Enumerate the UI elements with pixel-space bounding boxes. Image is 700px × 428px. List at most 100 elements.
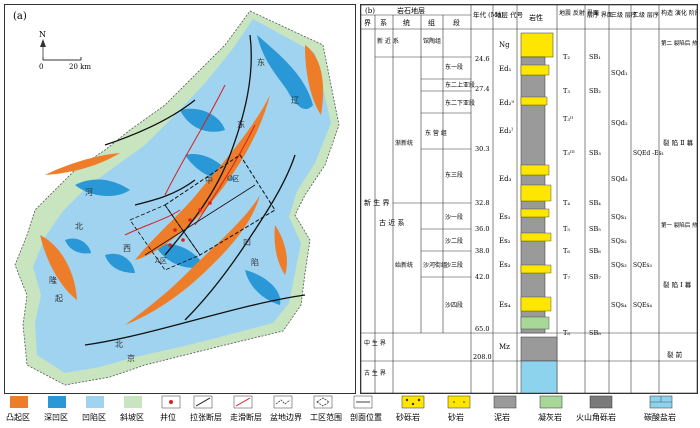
region-label: 东 bbox=[257, 57, 265, 67]
well-markers bbox=[168, 201, 212, 247]
age-label: 36.0 bbox=[475, 225, 489, 233]
scale-zero: 0 bbox=[39, 63, 43, 71]
code-label: Es₄ bbox=[499, 301, 511, 309]
header-series: 统 bbox=[403, 18, 410, 27]
tectonic-label: 第一 裂陷后 热沉降 bbox=[661, 221, 697, 229]
age-label: 38.0 bbox=[475, 247, 489, 255]
map-panel-label: (a) bbox=[13, 11, 27, 22]
region-label: C区 bbox=[227, 175, 239, 183]
legend-label: 井位 bbox=[160, 412, 176, 422]
tectonic-label: 裂 陷 Ⅱ 幕 bbox=[663, 138, 694, 147]
header-lith: 岩性 bbox=[529, 13, 543, 22]
age-label: 24.6 bbox=[475, 55, 489, 63]
tectonic-label: 裂 前 bbox=[667, 350, 683, 359]
seq-surface-label: SB₂ bbox=[589, 87, 601, 95]
region-label: 凹 bbox=[243, 238, 251, 247]
legend-label: 泥岩 bbox=[494, 412, 510, 422]
header-second-seq: 二级 层序 bbox=[633, 11, 659, 19]
member-label: 沙一段 bbox=[445, 213, 463, 221]
code-label: Es₁ bbox=[499, 213, 511, 221]
seismic-label: T₂ bbox=[563, 53, 570, 61]
work-area-boundary bbox=[164, 154, 276, 256]
legend-sandstone: 砂岩 bbox=[447, 395, 471, 422]
strat-panel: (b) 岩石地层 界 系 统 组 段 年代 (Ma) 地层 代号 岩性 地震 反… bbox=[360, 4, 700, 394]
region-label: 东 bbox=[237, 119, 245, 129]
third-seq-label: SQd₁ bbox=[611, 69, 628, 77]
third-seq-label: SQs₁ bbox=[611, 213, 627, 221]
formation-guantao: 馆陶组 bbox=[423, 37, 441, 45]
member-label: 东二上亚段 bbox=[445, 81, 475, 89]
region-label: A区 bbox=[154, 257, 167, 265]
deep-depression-5 bbox=[155, 243, 205, 269]
header-seismic: 地震 反射 界面 bbox=[559, 9, 599, 17]
header-system: 系 bbox=[380, 18, 387, 27]
legend-work-area: 工区范围 bbox=[310, 395, 342, 422]
legend-label: 火山角砾岩 bbox=[576, 412, 616, 422]
legend-label: 深凹区 bbox=[44, 413, 68, 422]
seq-surface-label: SB₆ bbox=[589, 247, 601, 255]
legend: 凸起区 深凹区 凹陷区 斜坡区 井位 拉张断层 走滑断层 盆地边界 工区范围 bbox=[4, 394, 698, 424]
seismic-label: T₅ bbox=[563, 225, 570, 233]
scale-bar bbox=[42, 57, 82, 61]
region-label: 西 bbox=[123, 244, 131, 253]
uplift-zone-5 bbox=[40, 235, 77, 300]
seismic-label: T₃ bbox=[563, 87, 570, 95]
seismic-label: T₇ bbox=[563, 273, 570, 281]
legend-well: 井位 bbox=[160, 395, 181, 422]
uplift-zone-1 bbox=[305, 45, 324, 115]
legend-slope: 斜坡区 bbox=[120, 396, 144, 422]
seq-surface-label: SB₁ bbox=[589, 53, 601, 61]
legend-section: 剖面位置 bbox=[350, 395, 382, 422]
scale-value: 20 km bbox=[69, 63, 91, 71]
seq-surface-label: SB₈ bbox=[589, 329, 601, 337]
north-arrow-icon bbox=[40, 39, 46, 60]
header-formation: 组 bbox=[428, 18, 435, 27]
legend-svg: 凸起区 深凹区 凹陷区 斜坡区 井位 拉张断层 走滑断层 盆地边界 工区范围 bbox=[6, 395, 676, 422]
formation-dongying: 东 营 组 bbox=[425, 129, 447, 137]
header-member: 段 bbox=[453, 18, 460, 27]
region-label: 北 bbox=[115, 340, 123, 349]
legend-volcanic-breccia: 火山角砾岩 bbox=[576, 395, 616, 422]
legend-label: 凹陷区 bbox=[82, 412, 106, 422]
lithology-column bbox=[520, 32, 558, 394]
seismic-label: T₃ᴵᴵ bbox=[563, 115, 574, 123]
deep-depression-6 bbox=[245, 270, 281, 305]
second-seq-label: SQEs₄ bbox=[633, 302, 652, 309]
deep-depression-7 bbox=[105, 253, 135, 273]
code-label: Es₂ bbox=[499, 237, 511, 245]
deep-depression-2 bbox=[180, 108, 225, 132]
member-label: 沙四段 bbox=[445, 301, 463, 309]
code-label: Ed₁ bbox=[499, 65, 512, 73]
map-panel: (a) N 0 20 km bbox=[4, 4, 356, 394]
legend-label: 工区范围 bbox=[310, 412, 342, 422]
header-tectonic: 构造 演化 阶段 bbox=[661, 9, 697, 17]
legend-label: 砂砾岩 bbox=[396, 412, 420, 422]
region-label: 河 bbox=[85, 187, 93, 197]
legend-conglomerate: 砂砾岩 bbox=[396, 395, 425, 422]
seq-surface-label: SB₄ bbox=[589, 199, 601, 207]
seismic-label: T₈ bbox=[563, 329, 570, 337]
series-shixin: 始新统 bbox=[395, 261, 413, 269]
legend-carbonate: 碳酸盐岩 bbox=[644, 395, 676, 422]
seismic-label: T₃ᴵᴵᴵ bbox=[563, 149, 575, 157]
code-label: Ed₂ˡ bbox=[499, 127, 513, 135]
header-third-seq: 三级 层序 bbox=[611, 11, 637, 19]
formation-shahejie: 沙河街组 bbox=[423, 261, 447, 269]
region-label: 北 bbox=[75, 222, 83, 231]
age-label: 32.8 bbox=[475, 199, 489, 207]
third-seq-label: SQd₃ bbox=[611, 175, 628, 183]
member-label: 东一段 bbox=[445, 63, 463, 71]
legend-label: 碳酸盐岩 bbox=[644, 412, 676, 422]
legend-label: 斜坡区 bbox=[120, 412, 144, 422]
legend-label: 走滑断层 bbox=[230, 412, 262, 422]
header-code: 地层 代号 bbox=[495, 10, 524, 19]
era-paleozoic: 古 生 界 bbox=[364, 369, 386, 377]
uplift-zone-3 bbox=[45, 153, 120, 175]
north-label: N bbox=[39, 30, 46, 39]
code-label: Ed₂ᵘ bbox=[499, 99, 514, 107]
strike-slip-faults bbox=[124, 84, 256, 236]
region-label: 中 bbox=[205, 175, 213, 185]
seq-surface-label: SB₃ bbox=[589, 149, 601, 157]
legend-label: 凝灰岩 bbox=[538, 412, 562, 422]
series-jianxin: 渐新统 bbox=[395, 139, 413, 147]
